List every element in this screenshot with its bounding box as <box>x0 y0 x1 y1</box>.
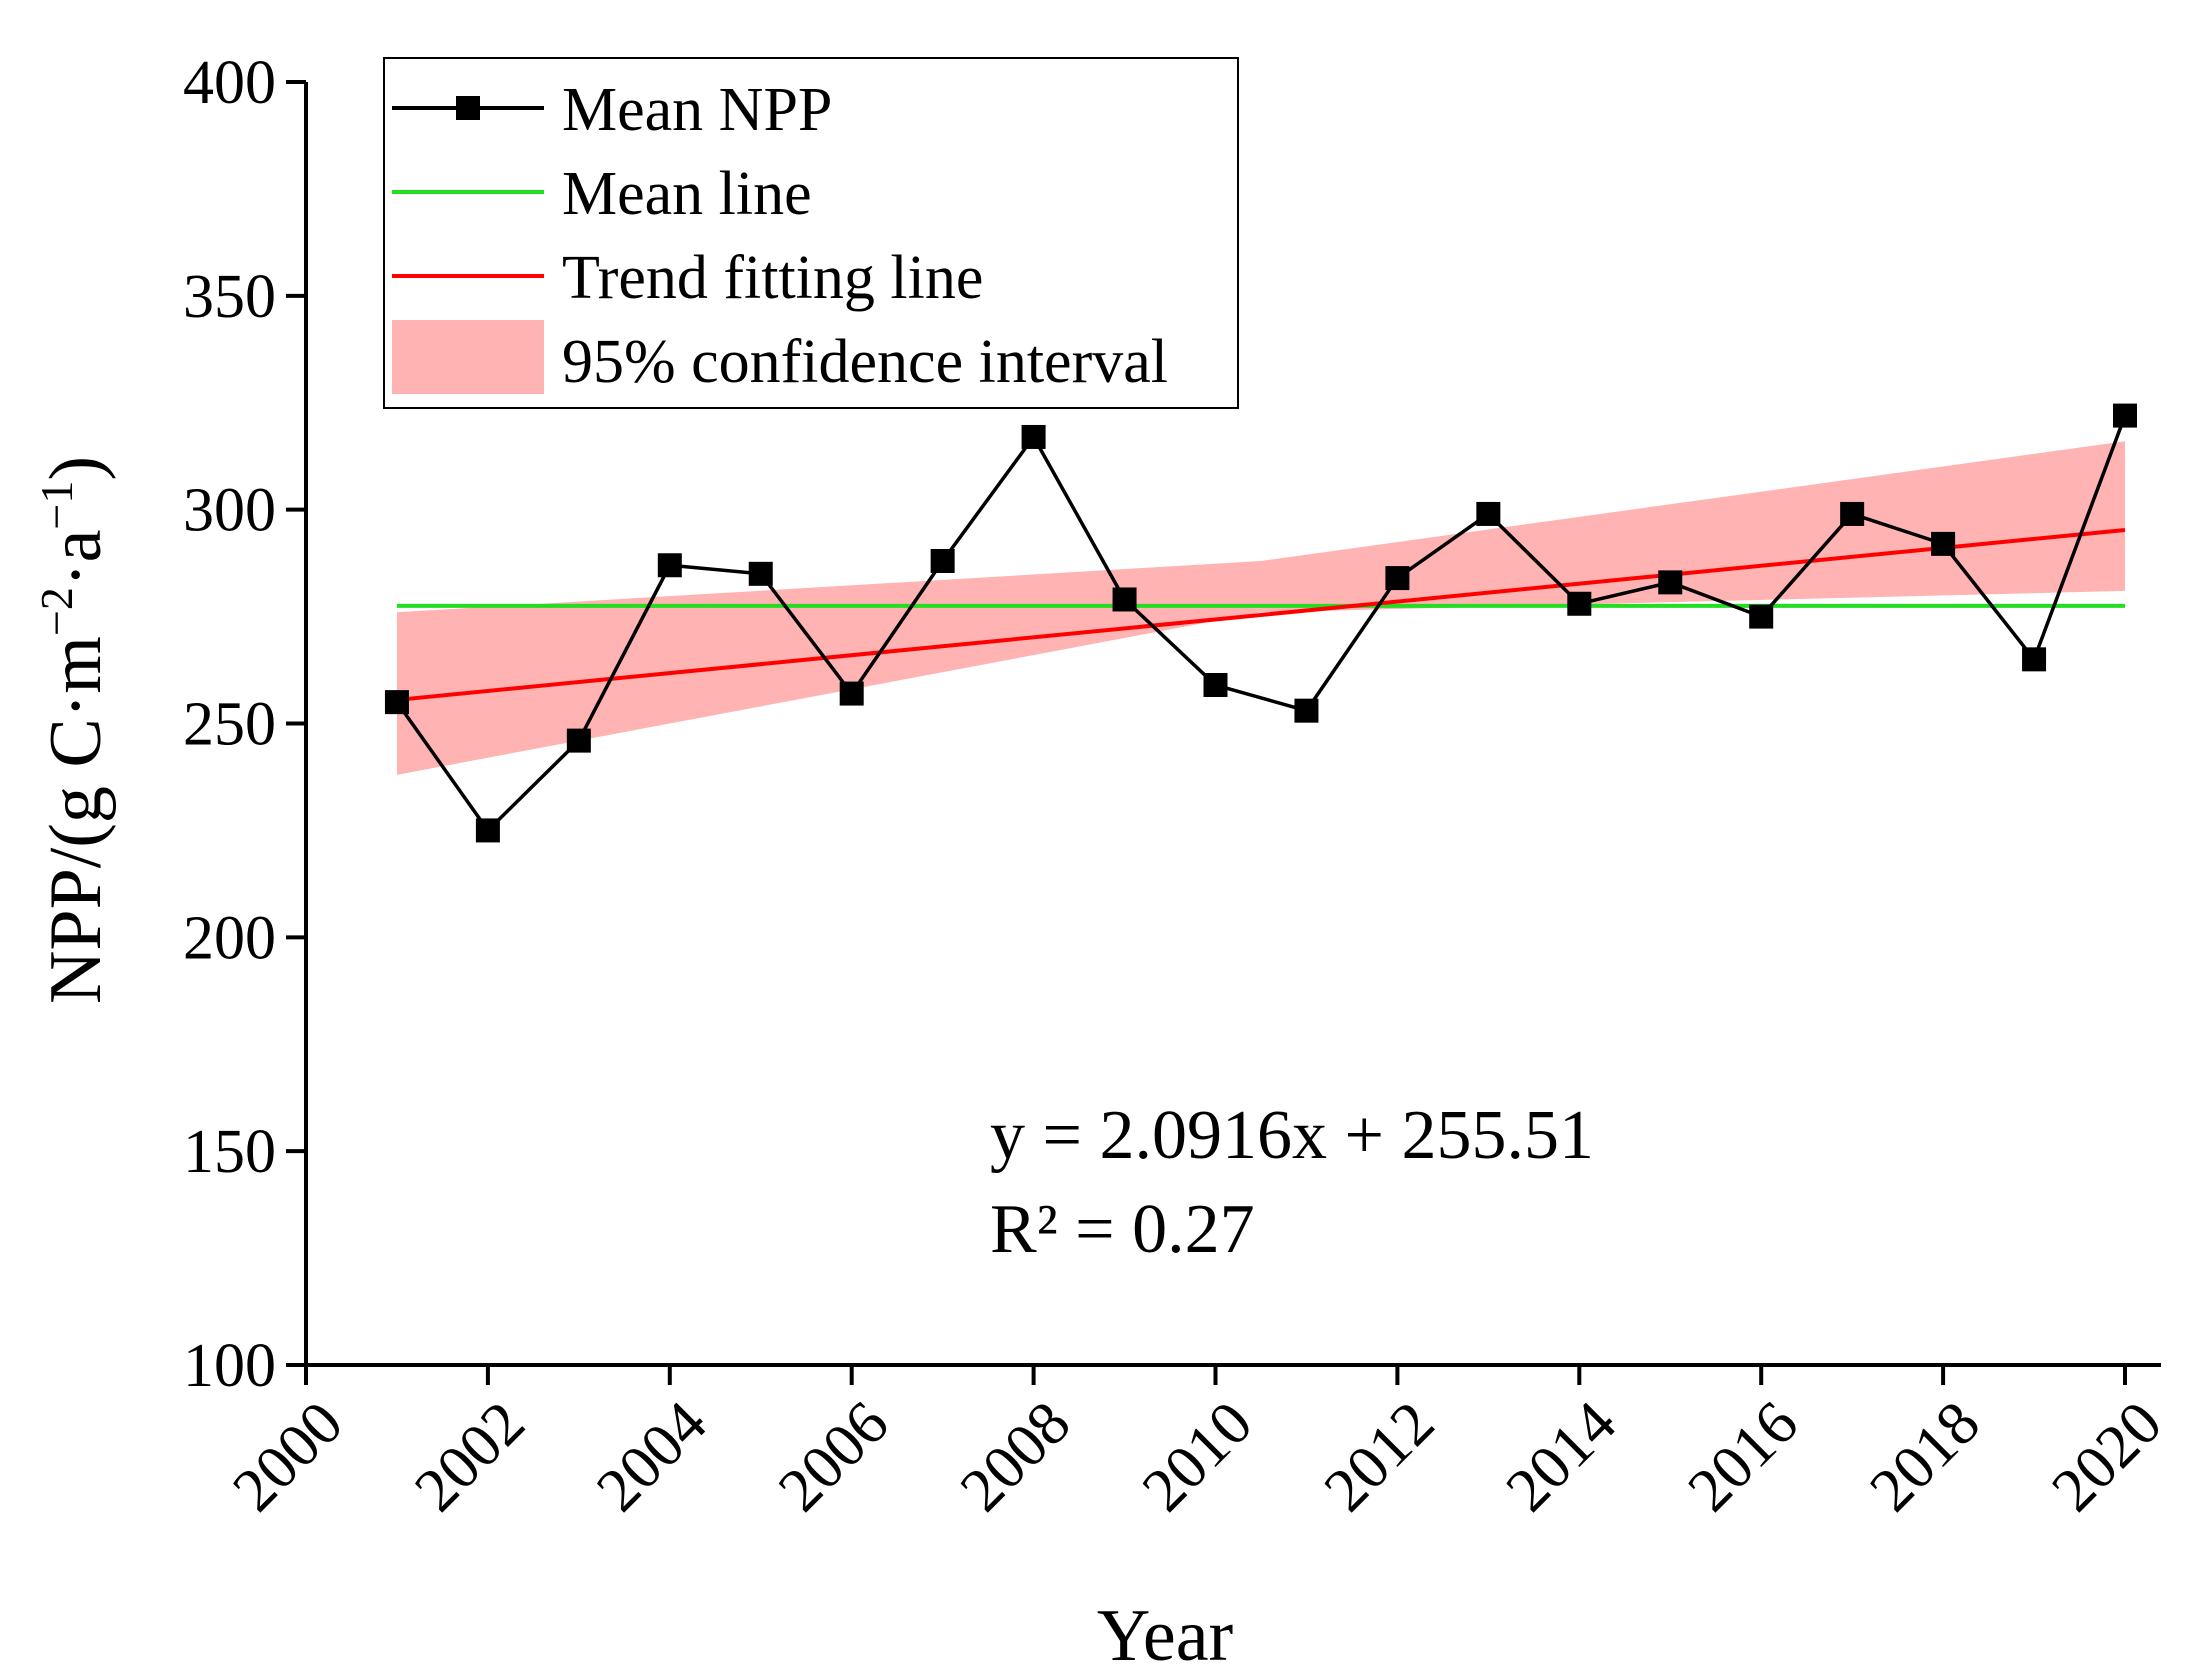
y-tick-label-200: 200 <box>183 904 276 972</box>
npp-point-2003 <box>566 728 591 753</box>
legend-marker-mean-npp <box>456 96 480 120</box>
legend-label-mean-line: Mean line <box>562 160 812 228</box>
npp-point-2009 <box>1112 587 1137 612</box>
npp-point-2020 <box>2113 403 2137 428</box>
npp-point-2002 <box>475 818 500 843</box>
x-tick-label-2018: 2018 <box>1857 1389 1993 1525</box>
y-tick-label-350: 350 <box>183 263 276 331</box>
x-tick-label-2002: 2002 <box>402 1389 538 1525</box>
y-axis-title-exp2: −1 <box>31 481 82 530</box>
x-tick-label-2004: 2004 <box>584 1389 720 1525</box>
x-tick-label-2008: 2008 <box>948 1389 1084 1525</box>
y-tick-label-300: 300 <box>183 477 276 545</box>
y-tick-label-100: 100 <box>183 1332 276 1400</box>
npp-point-2008 <box>1021 424 1046 449</box>
x-tick-label-2016: 2016 <box>1675 1389 1811 1525</box>
legend: Mean NPP Mean line Trend fitting line 95… <box>383 57 1239 409</box>
npp-point-2014 <box>1567 591 1592 616</box>
npp-point-2019 <box>2022 647 2047 672</box>
legend-label-mean-npp: Mean NPP <box>562 76 832 144</box>
legend-label-trend: Trend fitting line <box>562 244 983 312</box>
x-tick-label-2014: 2014 <box>1493 1389 1629 1525</box>
trend-line-layer <box>396 527 2126 702</box>
regression-equation: y = 2.0916x + 255.51 <box>990 1097 1594 1174</box>
npp-point-2006 <box>839 681 864 706</box>
y-axis-title: NPP/(g C·m−2·a−1) <box>31 456 117 1004</box>
x-tick-label-2020: 2020 <box>2039 1389 2175 1525</box>
y-tick-label-150: 150 <box>183 1118 276 1186</box>
npp-series-layer <box>384 403 2137 843</box>
y-tick-label-400: 400 <box>183 49 276 117</box>
npp-point-2015 <box>1658 570 1683 595</box>
x-tick-label-2010: 2010 <box>1130 1389 1266 1525</box>
legend-label-confidence: 95% confidence interval <box>562 328 1168 396</box>
npp-point-2005 <box>748 561 773 586</box>
npp-point-2017 <box>1840 501 1865 526</box>
x-tick-label-2012: 2012 <box>1312 1389 1448 1525</box>
x-tick-label-2000: 2000 <box>220 1389 356 1525</box>
npp-point-2018 <box>1931 531 1956 556</box>
npp-point-2013 <box>1476 501 1501 526</box>
confidence-band-layer <box>396 441 2126 775</box>
confidence-band <box>396 441 2126 775</box>
x-ticks: 2000 2002 2004 2006 2008 2010 2012 2014 2016 2018… <box>220 1365 2175 1525</box>
r-squared: R² = 0.27 <box>990 1191 1255 1268</box>
npp-point-2010 <box>1203 673 1228 698</box>
y-axis-title-exp1: −2 <box>31 587 82 636</box>
y-tick-label-250: 250 <box>183 691 276 759</box>
y-axis-title-main: NPP/(g C·m <box>35 636 117 1004</box>
npp-point-2001 <box>384 690 409 715</box>
x-tick-label-2006: 2006 <box>766 1389 902 1525</box>
y-axis-title-mid: ·a <box>35 530 117 588</box>
npp-point-2004 <box>657 553 682 578</box>
legend-swatch-confidence <box>392 320 544 394</box>
npp-series-line <box>395 414 2127 834</box>
trend-line <box>396 527 2126 702</box>
npp-point-2007 <box>930 548 955 573</box>
npp-point-2011 <box>1294 698 1319 723</box>
y-ticks: 100 150 200 250 300 350 400 <box>183 49 306 1400</box>
npp-point-2012 <box>1385 566 1410 591</box>
x-axis-title: Year <box>1097 1595 1233 1673</box>
y-axis-title-close: ) <box>35 456 117 481</box>
npp-point-2016 <box>1749 604 1774 629</box>
